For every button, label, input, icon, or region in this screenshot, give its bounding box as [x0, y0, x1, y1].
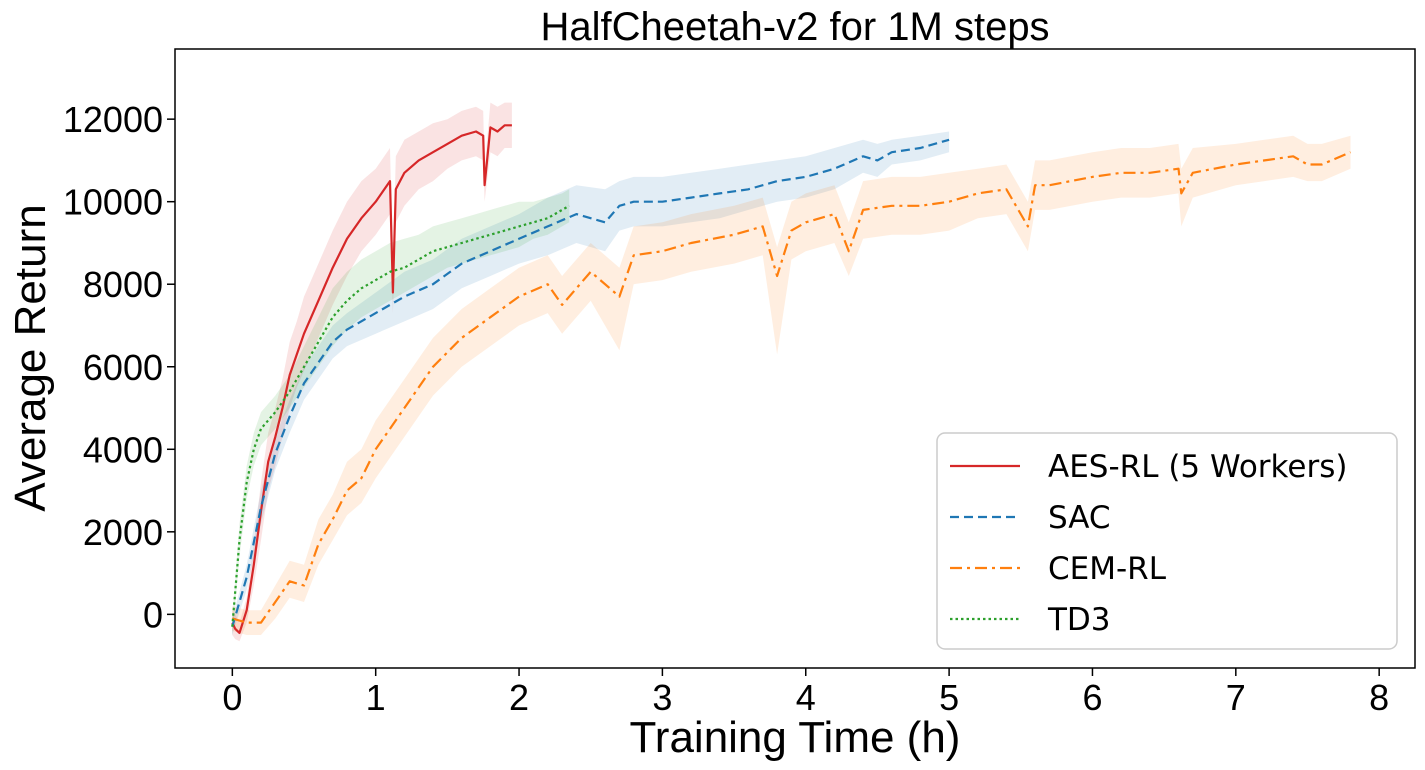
y-axis-ticks: 0 2000 4000 6000 8000 10000 12000 — [63, 99, 175, 635]
x-tick-label: 4 — [796, 677, 816, 718]
x-tick-label: 6 — [1082, 677, 1102, 718]
x-tick-label: 2 — [509, 677, 529, 718]
legend-label-td3: TD3 — [1047, 602, 1111, 638]
y-tick-label: 6000 — [83, 347, 163, 388]
y-tick-label: 4000 — [83, 429, 163, 470]
y-axis-label: Average Return — [6, 204, 55, 511]
series-line-sac — [231, 138, 950, 628]
band-sac — [232, 131, 950, 635]
legend-box — [936, 432, 1398, 650]
y-tick-label: 10000 — [63, 182, 163, 223]
x-axis-label: Training Time (h) — [630, 713, 961, 762]
y-tick-label: 8000 — [83, 264, 163, 305]
legend: AES-RL (5 Workers) SAC CEM-RL TD3 — [936, 432, 1398, 650]
x-tick-label: 5 — [939, 677, 959, 718]
legend-label-cem-rl: CEM-RL — [1048, 551, 1167, 587]
x-tick-label: 7 — [1226, 677, 1246, 718]
x-axis-ticks: 0 1 2 3 4 5 6 7 8 — [222, 668, 1389, 718]
y-tick-label: 0 — [143, 594, 163, 635]
band-cem-rl — [232, 135, 1351, 635]
legend-label-sac: SAC — [1048, 500, 1111, 536]
series-line-td3 — [231, 204, 570, 627]
x-tick-label: 0 — [222, 677, 242, 718]
y-tick-label: 2000 — [83, 512, 163, 553]
x-tick-label: 3 — [652, 677, 672, 718]
band-aes-rl-5-workers — [232, 102, 512, 642]
x-tick-label: 1 — [366, 677, 386, 718]
series-lines — [231, 124, 1351, 635]
legend-label-aes-rl-5-workers: AES-RL (5 Workers) — [1048, 449, 1347, 485]
plot-frame — [174, 48, 1416, 669]
chart-title: HalfCheetah-v2 for 1M steps — [540, 5, 1049, 49]
y-tick-label: 12000 — [63, 99, 163, 140]
series-line-cem-rl — [231, 151, 1351, 624]
band-td3 — [232, 189, 570, 636]
x-tick-label: 8 — [1369, 677, 1389, 718]
